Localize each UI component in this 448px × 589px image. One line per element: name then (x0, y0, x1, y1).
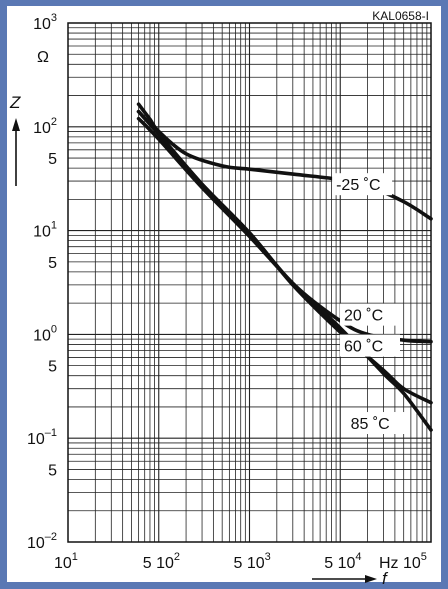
plot-border (67, 22, 432, 543)
frame-edge-top (0, 0, 448, 6)
x-tick-label: 101 (54, 551, 78, 572)
x-tick-label: Hz 105 (379, 551, 427, 572)
figure-id: KAL0658-I (372, 9, 429, 23)
x-tick-labels: 101 5 102 5 103 5 104 Hz 105 (54, 551, 427, 572)
x-tick-label: 5 103 (234, 551, 271, 572)
y-tick-label: 5 (48, 462, 57, 479)
y-tick-label: 101 (33, 220, 57, 241)
series-line (136, 109, 433, 405)
series-label-background (346, 412, 407, 435)
y-axis-label: Z (9, 93, 21, 112)
series-labels: -25 ˚C 20 ˚C 60 ˚C 85 ˚C (332, 173, 407, 435)
y-tick-label: 5 (48, 151, 57, 168)
series-label: 20 ˚C (344, 308, 383, 325)
grid (68, 23, 431, 542)
series-label: 60 ˚C (344, 339, 383, 356)
x-axis-arrow (312, 575, 377, 583)
series-label-background (340, 303, 401, 326)
series-label: 85 ˚C (351, 416, 390, 433)
series-line (136, 116, 433, 432)
y-tick-label: 100 (33, 323, 57, 344)
y-tick-labels: 103 102 5 101 5 100 5 10–1 5 10–2 (27, 12, 57, 552)
y-tick-label: 103 (33, 12, 57, 33)
y-tick-label: 5 (48, 359, 57, 376)
y-tick-label: 10–2 (27, 531, 57, 552)
y-tick-label: 102 (33, 116, 57, 137)
curves (136, 102, 433, 432)
x-tick-label: 5 102 (143, 551, 180, 572)
x-tick-label: 5 104 (324, 551, 361, 572)
y-tick-label: 10–1 (27, 427, 57, 448)
series-label-background (340, 334, 401, 357)
x-axis-label: f (382, 569, 389, 588)
y-unit-label: Ω (37, 49, 49, 66)
frame-edge-right (441, 0, 448, 589)
series-label-background (332, 173, 393, 196)
y-axis-arrow (12, 118, 20, 186)
frame-edge-left (0, 0, 7, 589)
frame-edge-bottom (0, 582, 448, 589)
series-label: -25 ˚C (336, 177, 380, 194)
y-tick-label: 5 (48, 255, 57, 272)
